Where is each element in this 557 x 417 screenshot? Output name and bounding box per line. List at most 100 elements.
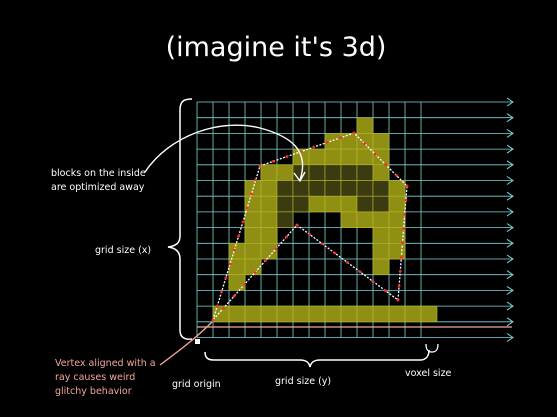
intersection-point	[339, 136, 342, 140]
grid-size-y-brace	[204, 349, 430, 368]
inner-voxel	[308, 180, 326, 197]
voxel	[276, 164, 294, 181]
voxel	[260, 180, 278, 197]
intersection-point	[373, 152, 377, 156]
ray-arrow-icon	[506, 285, 514, 295]
inner-voxel	[356, 164, 374, 181]
intersection-point	[396, 298, 400, 302]
voxel	[228, 243, 246, 260]
voxel	[388, 195, 406, 213]
ray-arrow-icon	[506, 97, 514, 107]
voxel	[212, 305, 230, 323]
intersection-point	[237, 234, 241, 238]
voxel	[244, 227, 262, 244]
intersection-point	[405, 184, 409, 188]
grid-size-x-brace	[167, 98, 193, 340]
ray-arrow-icon	[506, 191, 514, 201]
inner-voxel	[372, 195, 390, 213]
voxel	[260, 195, 278, 213]
intersection-point	[312, 145, 316, 149]
voxel	[244, 305, 262, 323]
intersection-point	[232, 248, 236, 252]
ray-arrow-icon	[506, 128, 514, 138]
voxel	[372, 305, 390, 323]
intersection-point	[285, 155, 289, 158]
ray-arrow-icon	[506, 223, 514, 233]
voxel	[292, 305, 310, 323]
voxel	[356, 133, 374, 150]
inner-voxel	[324, 180, 342, 197]
intersection-point	[253, 271, 257, 274]
intersection-point	[403, 213, 407, 216]
intersection-point	[285, 235, 288, 239]
voxel	[308, 148, 326, 166]
ray-arrow-icon	[506, 270, 514, 280]
intersection-point	[402, 227, 406, 231]
grid-size-y-label: grid size (y)	[275, 376, 331, 387]
voxel	[340, 195, 358, 213]
voxel	[228, 274, 246, 291]
voxel	[244, 258, 262, 275]
intersection-point	[384, 163, 388, 167]
intersection-point	[224, 276, 228, 280]
intersection-point	[399, 255, 403, 259]
voxel	[372, 243, 390, 260]
intersection-point	[258, 164, 262, 168]
intersection-points	[211, 131, 409, 322]
intersection-point	[308, 232, 312, 236]
intersection-point	[245, 206, 249, 210]
voxel	[372, 133, 390, 150]
intersection-point	[346, 261, 349, 264]
voxel	[340, 133, 358, 150]
intersection-point	[220, 290, 223, 294]
voxel	[356, 305, 374, 323]
voxel	[388, 243, 406, 260]
intersection-point	[371, 279, 375, 283]
intersection-point	[211, 318, 215, 322]
inner-voxel	[292, 180, 310, 197]
vertex-note-line-3: glitchy behavior	[55, 386, 132, 397]
voxel	[420, 305, 438, 323]
voxel-size-brace	[425, 343, 439, 353]
inside-blocks-line-1: blocks on the inside	[51, 168, 146, 179]
voxel	[308, 195, 326, 213]
grid-origin-marker	[195, 339, 200, 344]
voxel	[372, 148, 390, 166]
intersection-point	[254, 178, 258, 182]
ray-arrow-icon	[506, 144, 514, 154]
inner-voxel	[340, 164, 358, 181]
voxel	[324, 195, 342, 213]
inner-voxel	[372, 180, 390, 197]
vertex-note-line-1: Vertex aligned with a	[55, 358, 156, 369]
intersection-point	[320, 242, 324, 246]
grid-origin-label: grid origin	[172, 379, 221, 390]
voxel	[356, 117, 374, 134]
ray-arrow-icon	[506, 113, 514, 123]
intersection-point	[232, 294, 236, 298]
intersection-point	[295, 223, 299, 227]
voxel	[372, 211, 390, 228]
voxel	[276, 305, 294, 323]
voxel	[260, 305, 278, 323]
ray-arrow-icon	[506, 317, 514, 327]
inner-voxel	[276, 211, 294, 228]
voxel-blocks	[212, 117, 438, 323]
ray-arrow-icon	[506, 207, 514, 217]
ray-arrow-icon	[506, 254, 514, 264]
voxel	[244, 195, 262, 213]
vertex-note-line-2: ray causes weird	[55, 372, 135, 383]
voxel	[356, 148, 374, 166]
voxel	[404, 305, 422, 323]
voxel	[324, 305, 342, 323]
inner-voxel	[276, 180, 294, 197]
voxel	[244, 243, 262, 260]
voxel	[372, 164, 390, 181]
ray-arrow-icon	[506, 301, 514, 311]
voxel	[324, 148, 342, 166]
intersection-point	[333, 251, 337, 255]
ray-arrow-icon	[506, 160, 514, 170]
intersection-point	[325, 141, 329, 144]
intersection-point	[401, 241, 404, 245]
intersection-point	[383, 289, 387, 293]
